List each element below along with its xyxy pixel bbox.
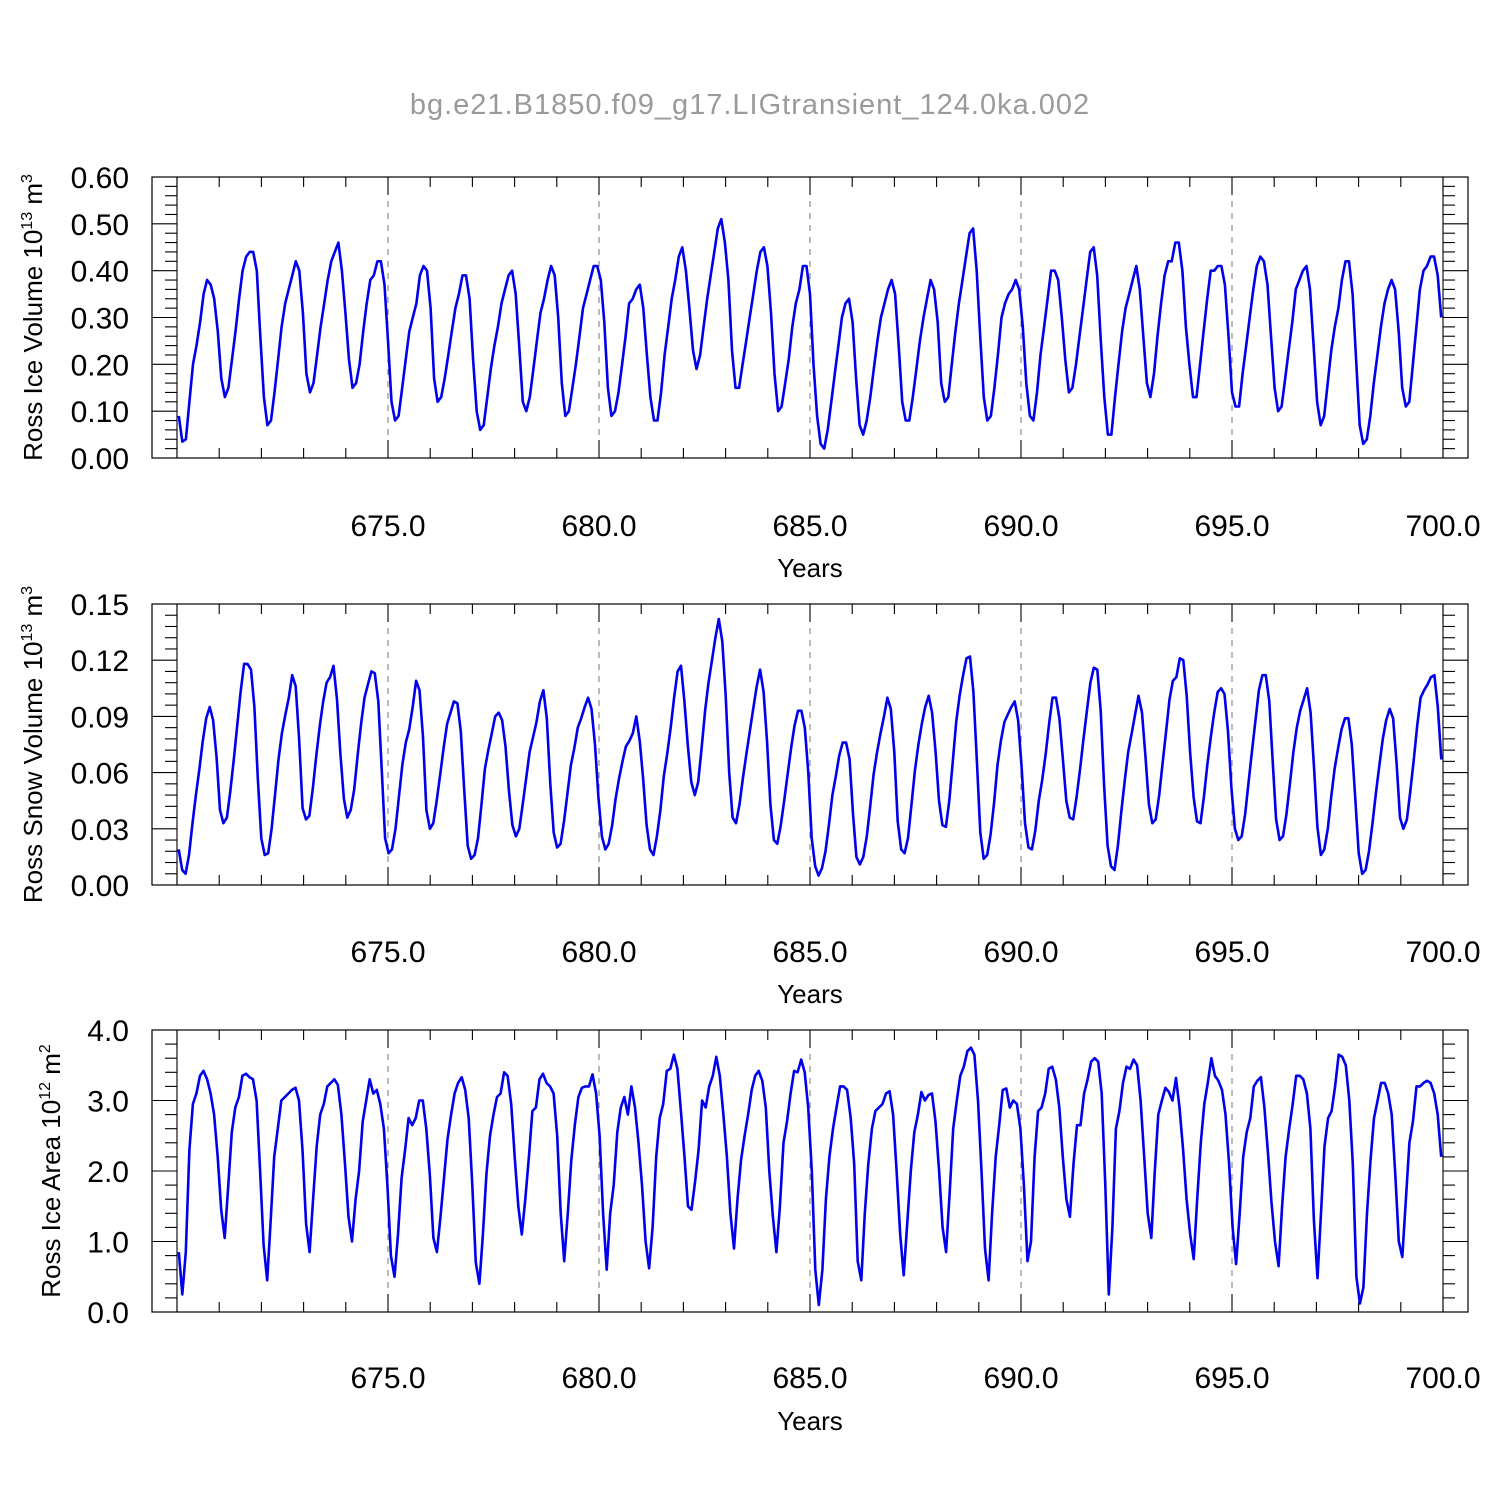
series-line-snow-volume [177, 617, 1443, 877]
y-tick-label: 0.00 [71, 443, 129, 476]
x-tick-label: 675.0 [350, 1362, 425, 1395]
y-axis-title-main: Ross Ice Area 10 [36, 1100, 66, 1298]
figure-title: bg.e21.B1850.f09_g17.LIGtransient_124.0k… [410, 89, 1090, 121]
y-tick-label: 0.06 [71, 758, 129, 791]
x-tick-label: 685.0 [772, 936, 847, 969]
x-tick-label: 680.0 [561, 936, 636, 969]
y-axis-title: Ross Ice Area 1012 m2 [36, 1044, 66, 1298]
x-tick-label: 675.0 [350, 510, 425, 543]
y-axis-title-main: Ross Ice Volume 10 [18, 230, 48, 461]
series-line-ice-area [177, 1046, 1443, 1307]
y-tick-label: 0.60 [71, 162, 129, 195]
x-axis-title: Years [777, 553, 843, 583]
x-tick-label: 695.0 [1194, 936, 1269, 969]
series-line-ice-volume [177, 217, 1443, 450]
y-axis-title-unit-exp: 3 [19, 174, 36, 183]
y-tick-label: 0.0 [87, 1297, 129, 1330]
y-axis-title-main: Ross Snow Volume 10 [18, 642, 48, 904]
y-tick-label: 0.40 [71, 256, 129, 289]
x-tick-label: 700.0 [1405, 1362, 1480, 1395]
y-axis-title-exp: 13 [19, 212, 36, 230]
panel-ice-area: 0.0 1.0 2.0 3.0 4.0 675.0 680.0 685.0 690.0 695.0… [36, 1015, 1481, 1436]
x-tick-label: 700.0 [1405, 936, 1480, 969]
y-axis-title: Ross Ice Volume 1013 m3 [18, 174, 48, 461]
y-axis-title-exp: 12 [37, 1082, 54, 1100]
y-tick-label: 0.09 [71, 701, 129, 734]
x-tick-label: 685.0 [772, 510, 847, 543]
x-tick-label: 690.0 [983, 510, 1058, 543]
y-tick-label: 0.10 [71, 396, 129, 429]
y-axis-title-exp: 13 [19, 624, 36, 642]
y-axis-title: Ross Snow Volume 1013 m3 [18, 586, 48, 903]
y-axis-title-unit: m [18, 595, 48, 624]
panel-ice-volume: 0.00 0.10 0.20 0.30 0.40 0.50 0.60 675.0 680.0 68… [18, 162, 1481, 583]
x-tick-label: 680.0 [561, 1362, 636, 1395]
y-tick-label: 0.50 [71, 209, 129, 242]
y-tick-label: 3.0 [87, 1086, 129, 1119]
x-tick-label: 680.0 [561, 510, 636, 543]
x-tick-label: 690.0 [983, 936, 1058, 969]
y-tick-label: 0.03 [71, 814, 129, 847]
x-tick-label: 690.0 [983, 1362, 1058, 1395]
y-axis-title-unit-exp: 3 [19, 586, 36, 595]
panel-snow-volume: 0.00 0.03 0.06 0.09 0.12 0.15 675.0 680.0 685.0 6… [18, 586, 1481, 1009]
y-tick-label: 0.12 [71, 645, 129, 678]
plot-frame [151, 1029, 1469, 1313]
y-axis-title-unit: m [36, 1053, 66, 1082]
y-tick-label: 2.0 [87, 1156, 129, 1189]
x-tick-label: 675.0 [350, 936, 425, 969]
y-tick-label: 0.20 [71, 349, 129, 382]
x-tick-label: 700.0 [1405, 510, 1480, 543]
x-axis-title: Years [777, 979, 843, 1009]
x-tick-label: 695.0 [1194, 510, 1269, 543]
y-tick-label: 0.15 [71, 589, 129, 622]
x-axis-title: Years [777, 1406, 843, 1436]
y-tick-label: 0.00 [71, 870, 129, 903]
y-tick-label: 1.0 [87, 1227, 129, 1260]
y-tick-label: 0.30 [71, 303, 129, 336]
y-axis-title-unit: m [18, 183, 48, 212]
y-axis-title-unit-exp: 2 [37, 1044, 54, 1053]
y-tick-label: 4.0 [87, 1015, 129, 1048]
x-tick-label: 685.0 [772, 1362, 847, 1395]
x-tick-label: 695.0 [1194, 1362, 1269, 1395]
